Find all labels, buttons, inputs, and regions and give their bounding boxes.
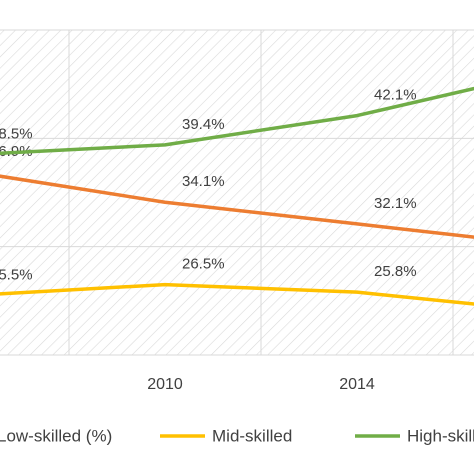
- data-label: 34.1%: [182, 173, 225, 190]
- data-label: 25.8%: [374, 263, 417, 280]
- data-label: 42.1%: [374, 87, 417, 104]
- data-label: 26.5%: [182, 256, 225, 273]
- data-label: 25.5%: [0, 266, 33, 283]
- series-line: [0, 282, 474, 306]
- legend-label: Low-skilled (%): [0, 426, 112, 445]
- series-line: [0, 86, 474, 155]
- series-line: [0, 174, 474, 239]
- x-tick-label: 2010: [147, 376, 183, 393]
- x-tick-label: 2014: [339, 376, 375, 393]
- data-label: 32.1%: [374, 195, 417, 212]
- legend-label: High-skilled: [407, 426, 474, 445]
- legend-label: Mid-skilled: [212, 426, 292, 445]
- plot-area: [0, 30, 474, 355]
- data-label: 38.5%: [0, 126, 33, 143]
- data-label: 39.4%: [182, 116, 225, 133]
